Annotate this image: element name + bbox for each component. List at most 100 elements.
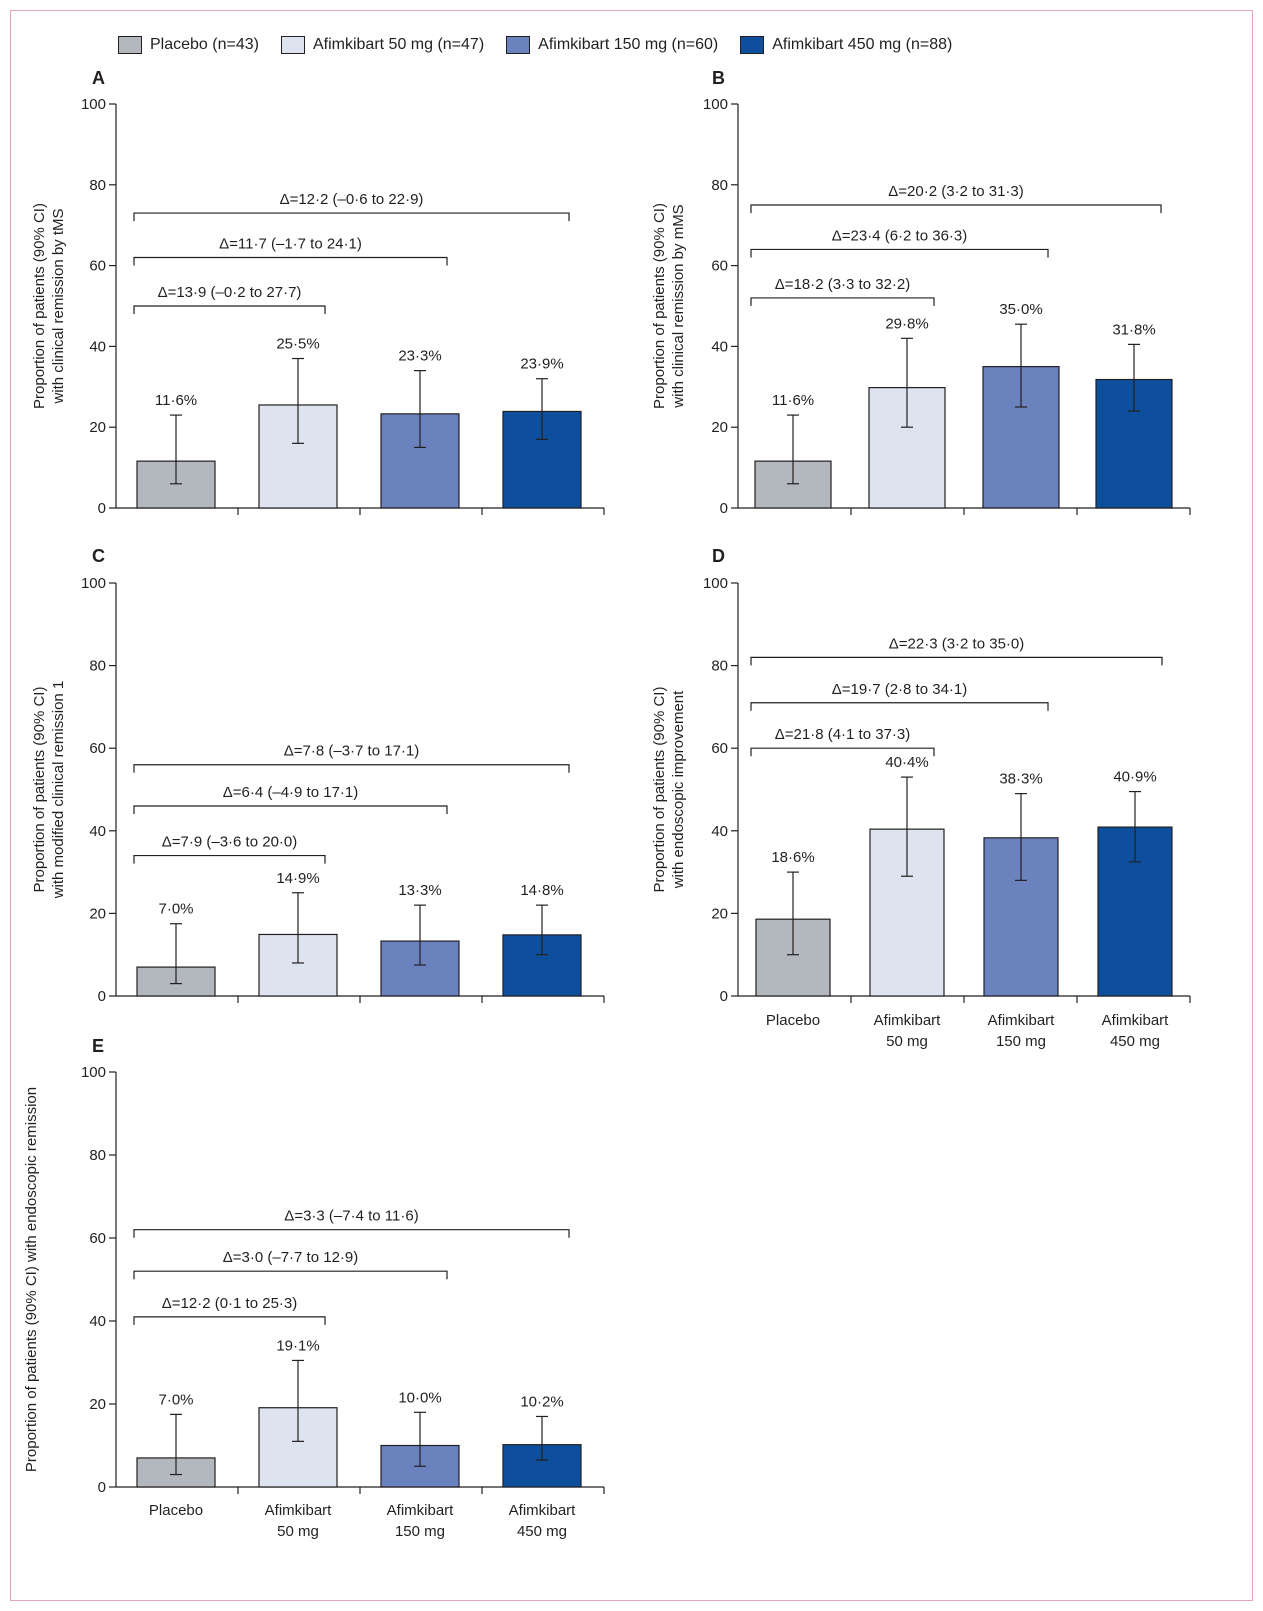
- x-category-label-e-2: Afimkibart 150 mg: [387, 1502, 455, 1540]
- value-label-a-3: 23·9%: [520, 356, 563, 373]
- x-category-label-line-e-2-1: 150 mg: [395, 1523, 445, 1540]
- y-axis-title-c: Proportion of patients (90% CI) with modi…: [31, 681, 67, 900]
- x-category-label-e-1: Afimkibart 50 mg: [265, 1502, 333, 1540]
- x-category-label-line-e-3-0: Afimkibart: [509, 1502, 577, 1519]
- y-axis-title-d: Proportion of patients (90% CI) with endo…: [651, 687, 687, 893]
- value-label-b-3: 31·8%: [1112, 321, 1155, 338]
- comparison-label-b-0: Δ=18·2 (3·3 to 32·2): [775, 276, 911, 293]
- y-axis-title-line-b-0: Proportion of patients (90% CI): [651, 203, 668, 409]
- comparison-bracket-c-0: [133, 854, 326, 864]
- y-tick-label-d-40: 40: [711, 823, 728, 840]
- panel-c: C 0 20 40 60 80 100 Proportion of patients (90%…: [31, 546, 605, 1005]
- y-tick-label-e-80: 80: [89, 1147, 106, 1164]
- value-label-b-1: 29·8%: [885, 315, 928, 332]
- comparison-bracket-e-1: [133, 1270, 448, 1280]
- value-label-e-1: 19·1%: [276, 1337, 319, 1354]
- y-tick-label-a-80: 80: [89, 177, 106, 194]
- comparison-label-c-2: Δ=7·8 (–3·7 to 17·1): [284, 743, 420, 760]
- legend-swatch-50mg: [280, 36, 305, 54]
- comparison-bracket-a-0: [133, 305, 326, 314]
- panel-letter-a: A: [92, 68, 105, 88]
- panel-a: A 0 20 40 60 80 100 Proportion of patients (90%…: [31, 68, 605, 517]
- x-category-label-line-e-3-1: 450 mg: [517, 1523, 567, 1540]
- comparison-bracket-c-1: [133, 805, 448, 815]
- y-tick-label-b-80: 80: [711, 177, 728, 194]
- y-axis-title-line-c-1: with modified clinical remission 1: [50, 681, 67, 900]
- y-tick-label-b-60: 60: [711, 258, 728, 275]
- value-label-a-2: 23·3%: [398, 348, 441, 365]
- x-category-label-d-2: Afimkibart 150 mg: [988, 1012, 1056, 1050]
- comparison-bracket-d-1: [750, 702, 1049, 711]
- x-category-label-line-d-2-0: Afimkibart: [988, 1012, 1056, 1029]
- x-category-label-e-3: Afimkibart 450 mg: [509, 1502, 577, 1540]
- y-tick-label-c-60: 60: [89, 740, 106, 757]
- x-category-label-line-d-2-1: 150 mg: [996, 1033, 1046, 1050]
- comparison-bracket-e-2: [133, 1229, 570, 1238]
- comparison-label-b-2: Δ=20·2 (3·2 to 31·3): [888, 183, 1024, 200]
- x-category-label-line-d-3-0: Afimkibart: [1102, 1012, 1170, 1029]
- y-tick-label-d-100: 100: [703, 575, 728, 592]
- y-tick-label-a-100: 100: [81, 96, 106, 113]
- legend: Placebo (n=43) Afimkibart 50 mg (n=47) A…: [118, 32, 952, 58]
- legend-swatch-placebo: [118, 36, 142, 54]
- legend-swatch-150mg: [506, 36, 531, 54]
- y-axis-title-line-c-0: Proportion of patients (90% CI): [31, 687, 48, 893]
- y-axis-title-line-d-1: with endoscopic improvement: [670, 690, 687, 889]
- y-tick-label-d-20: 20: [711, 905, 728, 922]
- y-axis-title-line-a-0: Proportion of patients (90% CI): [31, 203, 48, 409]
- y-tick-label-b-20: 20: [711, 419, 728, 436]
- value-label-a-1: 25·5%: [276, 336, 319, 353]
- comparison-bracket-b-1: [750, 248, 1049, 258]
- value-label-c-0: 7·0%: [158, 901, 193, 918]
- y-tick-label-e-100: 100: [81, 1064, 106, 1081]
- x-category-label-line-d-1-0: Afimkibart: [874, 1012, 942, 1029]
- y-tick-label-d-80: 80: [711, 658, 728, 675]
- comparison-label-a-1: Δ=11·7 (–1·7 to 24·1): [219, 236, 362, 253]
- y-axis-title-line-d-0: Proportion of patients (90% CI): [651, 687, 668, 893]
- y-tick-label-a-40: 40: [89, 338, 106, 355]
- y-tick-label-b-100: 100: [703, 96, 728, 113]
- comparison-bracket-d-2: [750, 656, 1163, 666]
- legend-label-450mg: Afimkibart 450 mg (n=88): [772, 36, 953, 53]
- x-category-label-line-e-2-0: Afimkibart: [387, 1502, 455, 1519]
- y-tick-label-e-60: 60: [89, 1230, 106, 1247]
- comparison-bracket-b-0: [750, 297, 935, 306]
- panel-letter-d: D: [712, 546, 725, 566]
- comparison-label-d-2: Δ=22·3 (3·2 to 35·0): [889, 635, 1025, 652]
- legend-item-450mg: Afimkibart 450 mg (n=88): [740, 36, 952, 54]
- x-category-label-d-3: Afimkibart 450 mg: [1102, 1012, 1170, 1050]
- legend-item-50mg: Afimkibart 50 mg (n=47): [280, 36, 485, 54]
- comparison-label-a-2: Δ=12·2 (–0·6 to 22·9): [280, 191, 424, 208]
- y-tick-label-e-40: 40: [89, 1313, 106, 1330]
- y-tick-label-e-20: 20: [89, 1396, 106, 1413]
- comparison-label-e-2: Δ=3·3 (–7·4 to 11·6): [284, 1208, 418, 1225]
- panel-b: B 0 20 40 60 80 100 Proportion of patients (90%…: [651, 68, 1191, 517]
- comparison-label-c-1: Δ=6·4 (–4·9 to 17·1): [223, 784, 359, 801]
- panel-letter-c: C: [92, 546, 105, 566]
- comparison-label-e-1: Δ=3·0 (–7·7 to 12·9): [223, 1249, 359, 1266]
- value-label-e-0: 7·0%: [158, 1391, 193, 1408]
- legend-label-50mg: Afimkibart 50 mg (n=47): [312, 36, 485, 53]
- figure-frame: [10, 10, 1253, 1601]
- panel-e: E 0 20 40 60 80 100 Proportion of patients (90%…: [23, 1036, 605, 1540]
- value-label-c-3: 14·8%: [520, 882, 563, 899]
- value-label-d-3: 40·9%: [1113, 769, 1156, 786]
- panel-letter-e: E: [92, 1036, 104, 1056]
- y-tick-label-e-0: 0: [98, 1479, 106, 1496]
- x-category-label-d-0: Placebo: [766, 1012, 820, 1029]
- value-label-d-1: 40·4%: [885, 754, 928, 771]
- comparison-label-d-1: Δ=19·7 (2·8 to 34·1): [832, 681, 968, 698]
- comparison-label-c-0: Δ=7·9 (–3·6 to 20·0): [162, 834, 298, 851]
- y-tick-label-c-80: 80: [89, 658, 106, 675]
- y-axis-title-line-e-0: Proportion of patients (90% CI) with end…: [23, 1087, 40, 1472]
- value-label-a-0: 11·6%: [155, 392, 197, 409]
- x-category-label-line-e-1-1: 50 mg: [277, 1523, 319, 1540]
- panel-d: D 0 20 40 60 80 100 Proportion of patients (90%…: [651, 546, 1191, 1050]
- legend-label-150mg: Afimkibart 150 mg (n=60): [538, 36, 719, 53]
- comparison-label-d-0: Δ=21·8 (4·1 to 37·3): [775, 726, 911, 743]
- x-category-label-d-1: Afimkibart 50 mg: [874, 1012, 942, 1050]
- y-tick-label-b-0: 0: [720, 500, 728, 517]
- value-label-e-2: 10·0%: [398, 1389, 441, 1406]
- legend-item-placebo: Placebo (n=43): [118, 36, 259, 54]
